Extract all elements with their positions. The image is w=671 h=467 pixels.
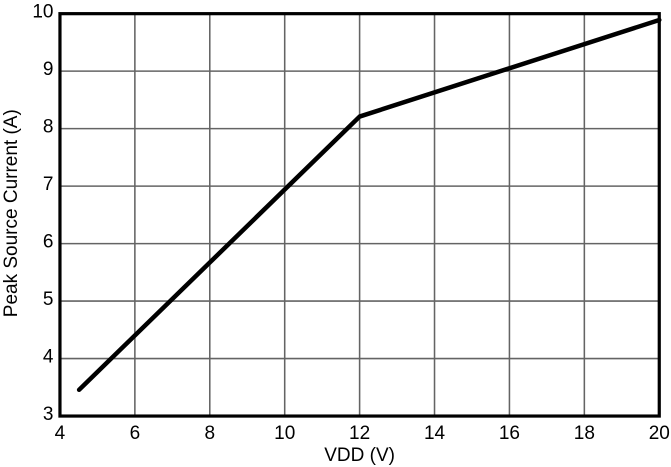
svg-text:5: 5 (43, 289, 54, 310)
svg-text:8: 8 (43, 117, 54, 138)
svg-text:Peak Source Current (A): Peak Source Current (A) (1, 109, 22, 317)
svg-text:6: 6 (43, 232, 54, 253)
svg-text:14: 14 (424, 423, 446, 444)
svg-text:18: 18 (574, 423, 595, 444)
svg-text:7: 7 (43, 174, 54, 195)
svg-text:VDD (V): VDD (V) (324, 445, 395, 466)
svg-text:12: 12 (349, 423, 370, 444)
svg-text:4: 4 (43, 347, 54, 368)
svg-text:20: 20 (649, 423, 670, 444)
svg-text:9: 9 (43, 59, 54, 80)
svg-text:3: 3 (43, 404, 54, 425)
svg-text:4: 4 (55, 423, 66, 444)
svg-text:16: 16 (499, 423, 520, 444)
svg-text:6: 6 (130, 423, 141, 444)
svg-text:8: 8 (205, 423, 216, 444)
svg-text:10: 10 (32, 2, 53, 23)
svg-text:10: 10 (274, 423, 295, 444)
